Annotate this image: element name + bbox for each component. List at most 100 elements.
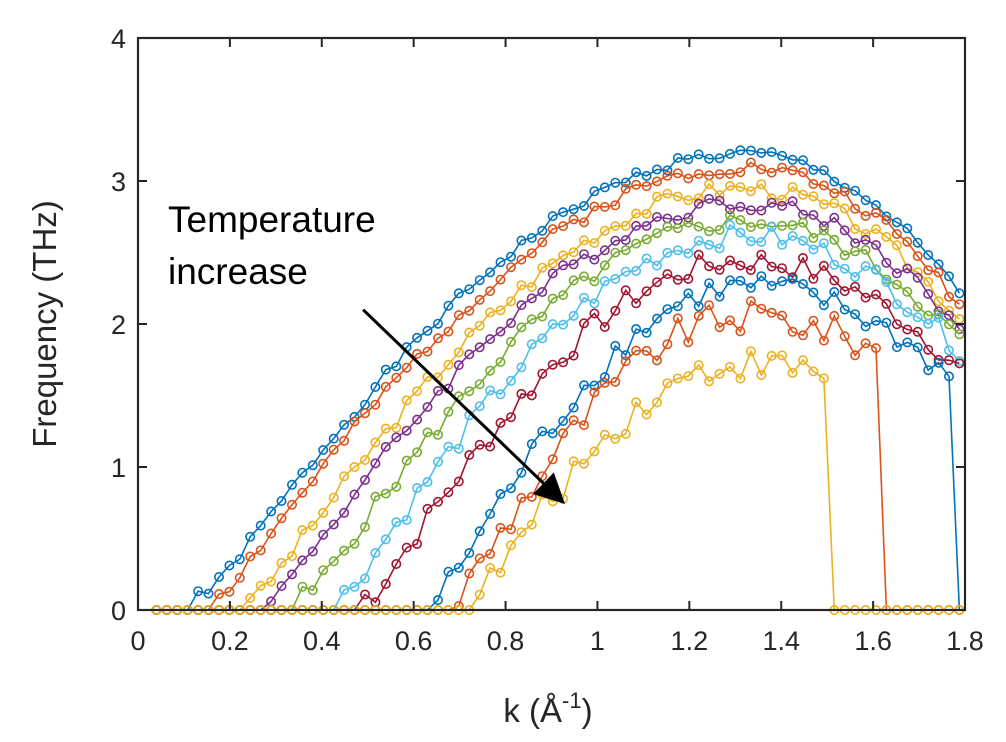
data-point xyxy=(735,275,746,286)
data-point xyxy=(777,239,788,250)
data-point xyxy=(891,342,902,353)
data-point xyxy=(474,589,485,600)
data-point xyxy=(714,224,725,235)
data-point xyxy=(599,429,610,440)
data-point xyxy=(589,186,600,197)
data-point xyxy=(224,586,235,597)
data-point xyxy=(578,420,589,431)
data-point xyxy=(735,373,746,384)
data-point xyxy=(839,186,850,197)
data-point xyxy=(704,193,715,204)
data-point xyxy=(818,165,829,176)
data-point xyxy=(766,167,777,178)
data-point xyxy=(787,231,798,242)
data-point xyxy=(860,234,871,245)
data-point xyxy=(724,168,735,179)
data-point xyxy=(339,435,350,446)
data-point xyxy=(766,221,777,232)
data-point xyxy=(797,155,808,166)
data-point xyxy=(943,291,954,302)
data-point xyxy=(568,456,579,467)
data-point xyxy=(902,223,913,234)
data-point xyxy=(495,389,506,400)
x-tick-label: 0 xyxy=(130,626,145,656)
data-point xyxy=(464,547,475,558)
data-point xyxy=(485,441,496,452)
data-point xyxy=(850,271,861,282)
data-point xyxy=(412,538,423,549)
data-point xyxy=(714,169,725,180)
data-point xyxy=(464,327,475,338)
data-point xyxy=(505,262,516,273)
data-point xyxy=(808,287,819,298)
data-point xyxy=(641,409,652,420)
y-axis-ticks: 0 1 2 3 4 xyxy=(111,24,965,626)
data-point xyxy=(662,304,673,315)
data-point xyxy=(495,257,506,268)
data-point xyxy=(578,201,589,212)
data-point xyxy=(693,301,704,312)
data-point xyxy=(495,326,506,337)
data-point xyxy=(610,221,621,232)
data-point xyxy=(412,447,423,458)
data-point xyxy=(870,207,881,218)
x-tick-label: 1 xyxy=(590,626,605,656)
data-point xyxy=(318,529,329,540)
data-point xyxy=(495,567,506,578)
data-point xyxy=(620,266,631,277)
data-point xyxy=(672,223,683,234)
data-point xyxy=(714,243,725,254)
data-point xyxy=(808,273,819,284)
data-point xyxy=(693,235,704,246)
data-point xyxy=(401,514,412,525)
data-point xyxy=(276,581,287,592)
data-point xyxy=(558,290,569,301)
data-point xyxy=(631,397,642,408)
data-point xyxy=(537,311,548,322)
data-point xyxy=(401,455,412,466)
data-point xyxy=(516,362,527,373)
data-point xyxy=(704,179,715,190)
data-point xyxy=(610,247,621,258)
data-point xyxy=(443,359,454,370)
data-point xyxy=(631,179,642,190)
data-point xyxy=(829,286,840,297)
data-point xyxy=(318,565,329,576)
data-point xyxy=(422,503,433,514)
data-point xyxy=(651,277,662,288)
data-point xyxy=(234,572,245,583)
data-point xyxy=(432,429,443,440)
data-point xyxy=(860,195,871,206)
data-point xyxy=(589,201,600,212)
data-point xyxy=(714,264,725,275)
data-point xyxy=(818,335,829,346)
data-point xyxy=(318,458,329,469)
data-point xyxy=(631,298,642,309)
data-point xyxy=(547,428,558,439)
data-point xyxy=(777,220,788,231)
data-point xyxy=(464,568,475,579)
data-point xyxy=(589,308,600,319)
data-point xyxy=(276,495,287,506)
data-point xyxy=(412,348,423,359)
data-point xyxy=(359,474,370,485)
data-point xyxy=(599,276,610,287)
data-point xyxy=(547,268,558,279)
data-point xyxy=(902,263,913,274)
data-point xyxy=(870,240,881,251)
data-point xyxy=(787,273,798,284)
data-point xyxy=(651,313,662,324)
data-point xyxy=(620,220,631,231)
data-point xyxy=(902,337,913,348)
data-point xyxy=(568,204,579,215)
data-point xyxy=(704,261,715,272)
data-point xyxy=(766,147,777,158)
data-point xyxy=(808,191,819,202)
data-point xyxy=(891,217,902,228)
data-point xyxy=(391,517,402,528)
data-point xyxy=(485,286,496,297)
data-point xyxy=(891,319,902,330)
data-point xyxy=(651,260,662,271)
data-point xyxy=(923,365,934,376)
data-point xyxy=(620,235,631,246)
